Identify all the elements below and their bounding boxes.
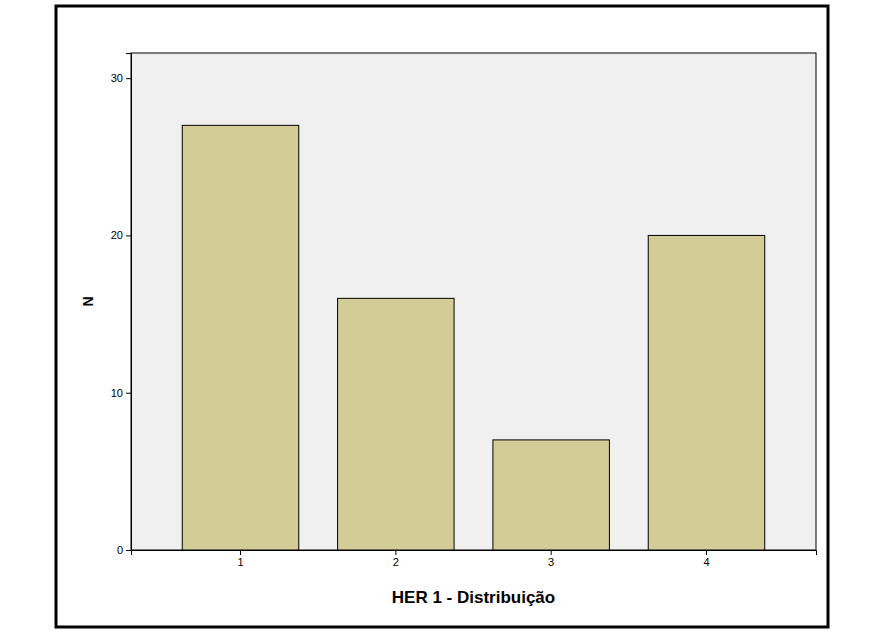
x-tick-label: 1 xyxy=(237,556,243,568)
x-tick-label: 4 xyxy=(703,556,709,568)
x-axis: 1 2 3 4 xyxy=(132,550,817,568)
y-tick-label: 10 xyxy=(111,387,123,399)
x-tick-mark xyxy=(395,550,396,555)
bar xyxy=(182,125,298,550)
y-axis: 0 10 20 30 xyxy=(111,54,132,557)
y-tick: 30 xyxy=(111,72,131,84)
y-tick-mark xyxy=(126,393,131,394)
x-tick-mark xyxy=(551,550,552,555)
y-tick-label: 30 xyxy=(111,72,123,84)
bar xyxy=(648,235,764,550)
x-tick-mark xyxy=(240,550,241,555)
chart: 0 10 20 30 1 2 3 4 HER 1 - Distribuição N xyxy=(0,0,894,637)
y-tick: 20 xyxy=(111,229,131,241)
y-axis-title: N xyxy=(80,296,96,306)
bar xyxy=(493,440,609,550)
y-tick-label: 20 xyxy=(111,229,123,241)
x-tick: 1 xyxy=(237,550,243,568)
x-tick: 3 xyxy=(548,550,554,568)
y-tick: 10 xyxy=(111,387,131,399)
x-axis-title: HER 1 - Distribuição xyxy=(392,588,555,607)
y-tick-mark xyxy=(126,235,131,236)
y-axis-line xyxy=(126,54,132,551)
figure-frame xyxy=(56,6,828,627)
y-tick-label: 0 xyxy=(117,544,123,556)
bars xyxy=(182,125,764,550)
plot-frame xyxy=(131,53,816,550)
bar xyxy=(338,298,454,550)
y-tick: 0 xyxy=(117,544,131,556)
x-tick-label: 3 xyxy=(548,556,554,568)
x-tick: 4 xyxy=(703,550,709,568)
y-tick-mark xyxy=(126,550,131,551)
x-tick-label: 2 xyxy=(393,556,399,568)
x-axis-line xyxy=(132,551,817,556)
x-tick-mark xyxy=(706,550,707,555)
y-tick-mark xyxy=(126,78,131,79)
x-tick: 2 xyxy=(393,550,399,568)
